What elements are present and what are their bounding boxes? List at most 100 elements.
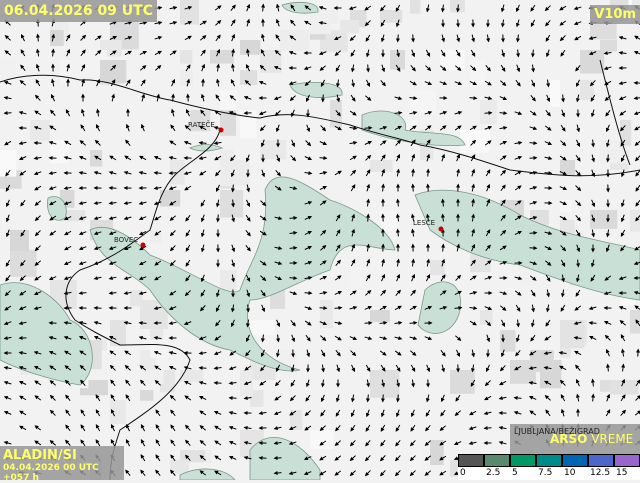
wind-arrow	[470, 126, 477, 130]
wind-arrow	[619, 81, 627, 85]
wind-arrow	[350, 456, 356, 462]
wind-arrow	[291, 110, 295, 117]
wind-arrow	[425, 425, 430, 431]
wind-arrow	[140, 65, 146, 70]
wind-arrow	[276, 320, 280, 327]
wind-arrow	[155, 409, 159, 416]
wind-arrow	[306, 365, 310, 373]
wind-arrow	[426, 259, 430, 267]
wind-arrow	[321, 125, 326, 131]
wind-arrow	[411, 35, 415, 43]
wind-arrow	[634, 51, 640, 55]
wind-arrow	[531, 95, 536, 101]
wind-arrow	[366, 259, 370, 267]
wind-arrow	[276, 170, 281, 176]
wind-arrow	[634, 81, 640, 85]
wind-arrow	[546, 290, 550, 298]
wind-arrow	[291, 140, 295, 147]
wind-arrow	[456, 184, 460, 192]
wind-arrow	[214, 351, 221, 355]
wind-arrow	[546, 305, 550, 313]
wind-arrow	[156, 454, 160, 461]
wind-arrow	[381, 290, 386, 296]
wind-arrow	[381, 425, 385, 432]
wind-arrow	[485, 126, 492, 130]
wind-arrow	[169, 141, 176, 145]
wind-arrow	[455, 125, 461, 130]
wind-arrow	[411, 365, 415, 372]
wind-arrow	[246, 215, 250, 222]
wind-arrow	[94, 186, 102, 190]
wind-arrow	[606, 230, 610, 238]
wind-arrow	[575, 365, 580, 371]
wind-arrow	[486, 335, 490, 343]
valid-time: 06.04.2026 09 UTC	[0, 0, 157, 22]
wind-arrow	[336, 350, 341, 356]
wind-arrow	[259, 426, 267, 430]
wind-arrow	[366, 425, 370, 432]
wind-arrow	[485, 291, 493, 295]
wind-arrow	[515, 185, 522, 190]
wind-arrow	[49, 186, 57, 190]
wind-arrow	[274, 396, 281, 400]
wind-arrow	[49, 126, 56, 130]
wind-arrow	[124, 216, 132, 220]
wind-arrow	[350, 336, 357, 340]
wind-arrow	[486, 169, 490, 176]
wind-arrow	[289, 66, 297, 70]
wind-arrow	[440, 426, 446, 431]
wind-arrow	[261, 4, 265, 12]
wind-arrow	[426, 50, 430, 57]
wind-arrow	[94, 321, 102, 325]
wind-arrow	[170, 124, 175, 130]
wind-arrow	[366, 184, 370, 192]
wind-arrow	[320, 186, 327, 190]
wind-arrow	[426, 365, 430, 372]
wind-arrow	[246, 200, 250, 207]
wind-arrow	[411, 169, 415, 177]
wind-arrow	[231, 4, 236, 10]
wind-arrow	[606, 394, 610, 401]
wind-arrow	[335, 321, 343, 325]
wind-arrow	[170, 21, 178, 25]
wind-arrow	[396, 169, 400, 177]
legend-swatch	[536, 454, 562, 467]
wind-arrow	[229, 441, 236, 445]
wind-arrow	[34, 156, 42, 160]
wind-arrow	[290, 20, 295, 26]
wind-arrow	[561, 305, 565, 312]
wind-arrow	[94, 171, 102, 175]
wind-arrow	[335, 291, 342, 295]
wind-arrow	[19, 126, 27, 130]
wind-arrow	[81, 35, 87, 41]
wind-arrow	[304, 426, 311, 430]
wind-arrow	[216, 185, 220, 192]
wind-arrow	[426, 244, 430, 252]
wind-arrow	[440, 96, 448, 100]
wind-arrow	[141, 94, 145, 102]
wind-arrow	[4, 141, 11, 145]
wind-arrow	[456, 350, 460, 357]
wind-arrow	[514, 396, 522, 400]
wind-arrow	[231, 19, 235, 26]
brand-box: LJUBLJANA/BEŽIGRAD ARSO VREME	[510, 424, 640, 454]
wind-arrow	[216, 230, 220, 238]
wind-arrow	[486, 184, 490, 191]
wind-arrow	[96, 79, 100, 86]
wind-arrow	[171, 79, 175, 86]
wind-arrow	[305, 156, 312, 160]
wind-arrow	[425, 471, 431, 476]
wind-arrow	[591, 110, 595, 118]
wind-arrow	[229, 456, 236, 460]
wind-arrow	[591, 394, 595, 402]
wind-arrow	[591, 230, 595, 238]
wind-arrow	[19, 396, 26, 400]
wind-arrow	[441, 5, 445, 13]
wind-arrow	[231, 245, 235, 253]
wind-arrow	[214, 426, 221, 430]
wind-arrow	[215, 170, 220, 176]
wind-arrow	[244, 426, 252, 430]
wind-arrow	[4, 81, 11, 85]
wind-arrow	[395, 440, 400, 446]
wind-arrow	[35, 201, 41, 206]
